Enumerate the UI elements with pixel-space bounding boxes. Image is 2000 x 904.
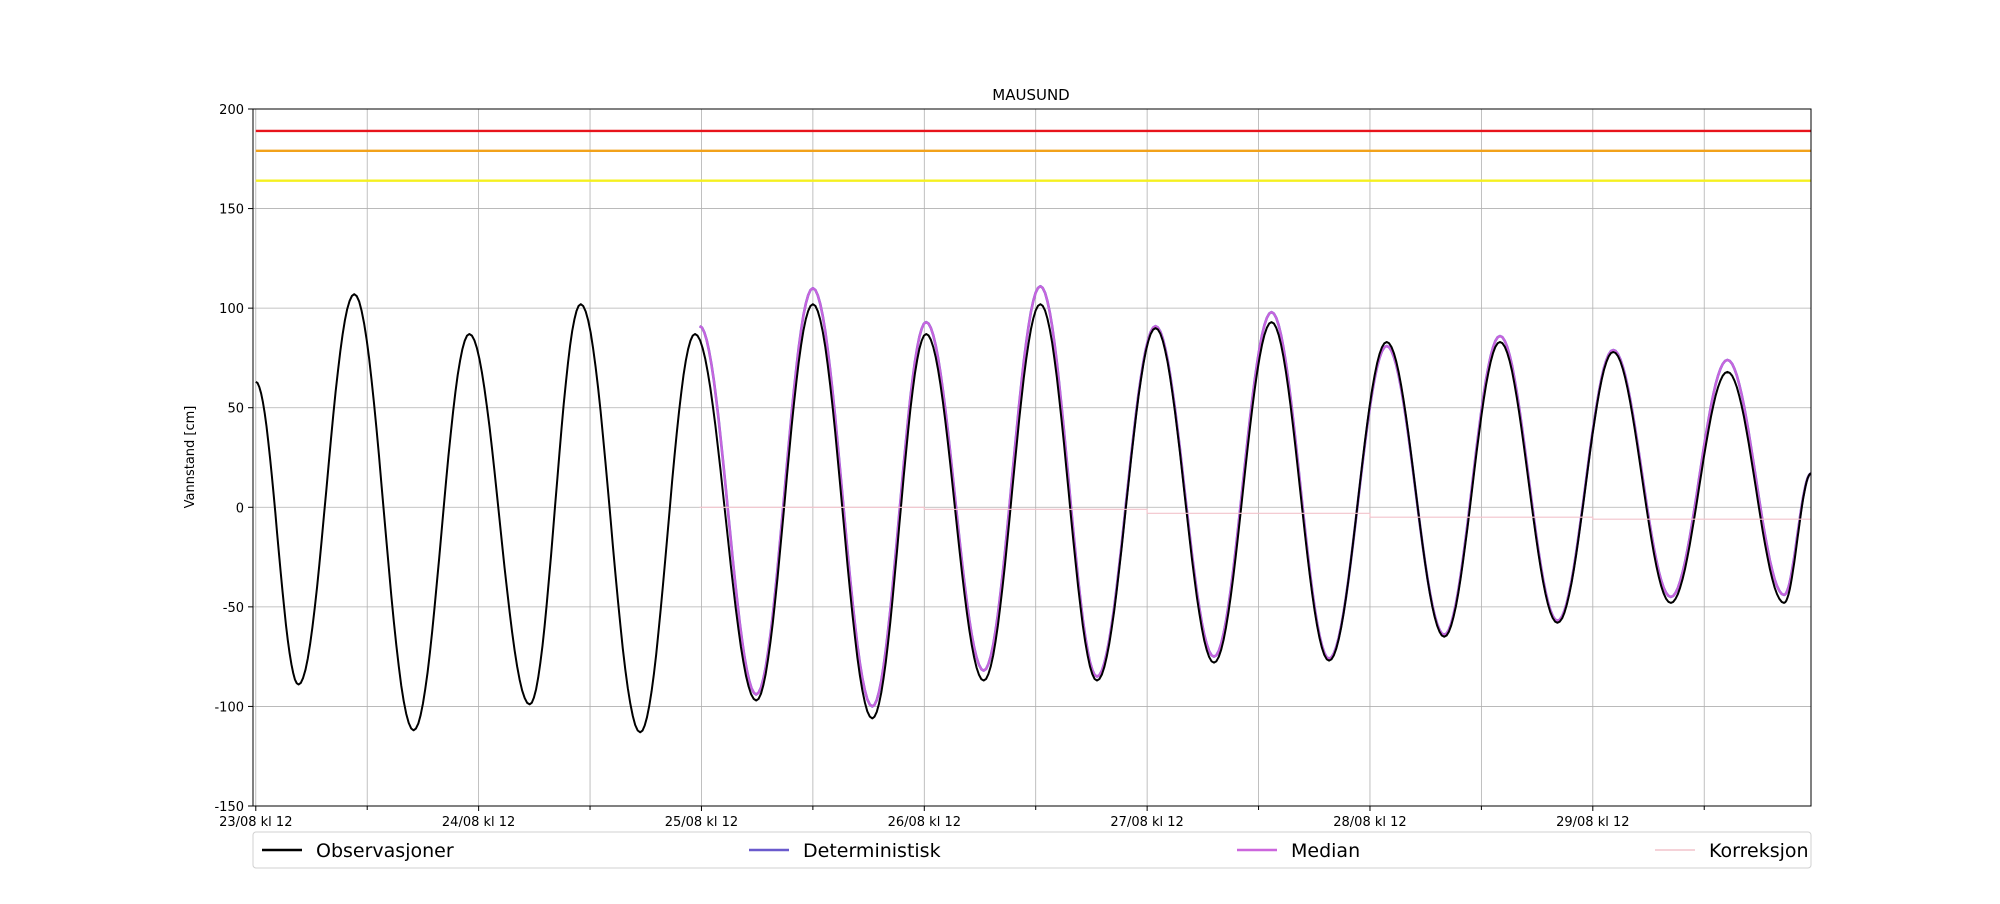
series-layer xyxy=(255,284,1812,734)
y-tick-label: -150 xyxy=(214,800,244,815)
x-tick-label: 23/08 kl 12 xyxy=(219,815,292,830)
x-tick-label: 28/08 kl 12 xyxy=(1333,815,1406,830)
y-tick-label: 0 xyxy=(236,501,244,516)
chart-title: MAUSUND xyxy=(992,86,1069,104)
x-tick-label: 26/08 kl 12 xyxy=(888,815,961,830)
legend: Observasjoner Deterministisk Median Korreks… xyxy=(252,831,1812,869)
plot-frame xyxy=(252,108,1812,807)
y-tick-label: -50 xyxy=(223,601,244,616)
x-tick-label: 24/08 kl 12 xyxy=(442,815,515,830)
y-tick-label: -100 xyxy=(214,700,244,715)
axis-layer: -150 -100 -50 0 50 100 150 200 23/08 kl 12 24/08 … xyxy=(214,103,1705,830)
legend-label: Korreksjon xyxy=(1709,840,1809,862)
y-tick-label: 150 xyxy=(219,203,244,218)
series-line-korreksjon xyxy=(699,506,1811,520)
legend-label: Median xyxy=(1291,840,1360,862)
legend-label: Deterministisk xyxy=(803,840,941,862)
threshold-layer xyxy=(255,129,1811,182)
grid-layer xyxy=(253,108,1811,807)
legend-box xyxy=(252,831,1812,869)
x-tick-label: 27/08 kl 12 xyxy=(1110,815,1183,830)
y-tick-label: 50 xyxy=(227,402,244,417)
x-tick-label: 25/08 kl 12 xyxy=(665,815,738,830)
y-axis-label: Vannstand [cm] xyxy=(183,406,198,509)
y-tick-label: 200 xyxy=(219,103,244,118)
y-tick-label: 100 xyxy=(219,302,244,317)
legend-label: Observasjoner xyxy=(316,840,454,862)
x-tick-label: 29/08 kl 12 xyxy=(1556,815,1629,830)
series-line-observasjoner xyxy=(255,293,1812,734)
